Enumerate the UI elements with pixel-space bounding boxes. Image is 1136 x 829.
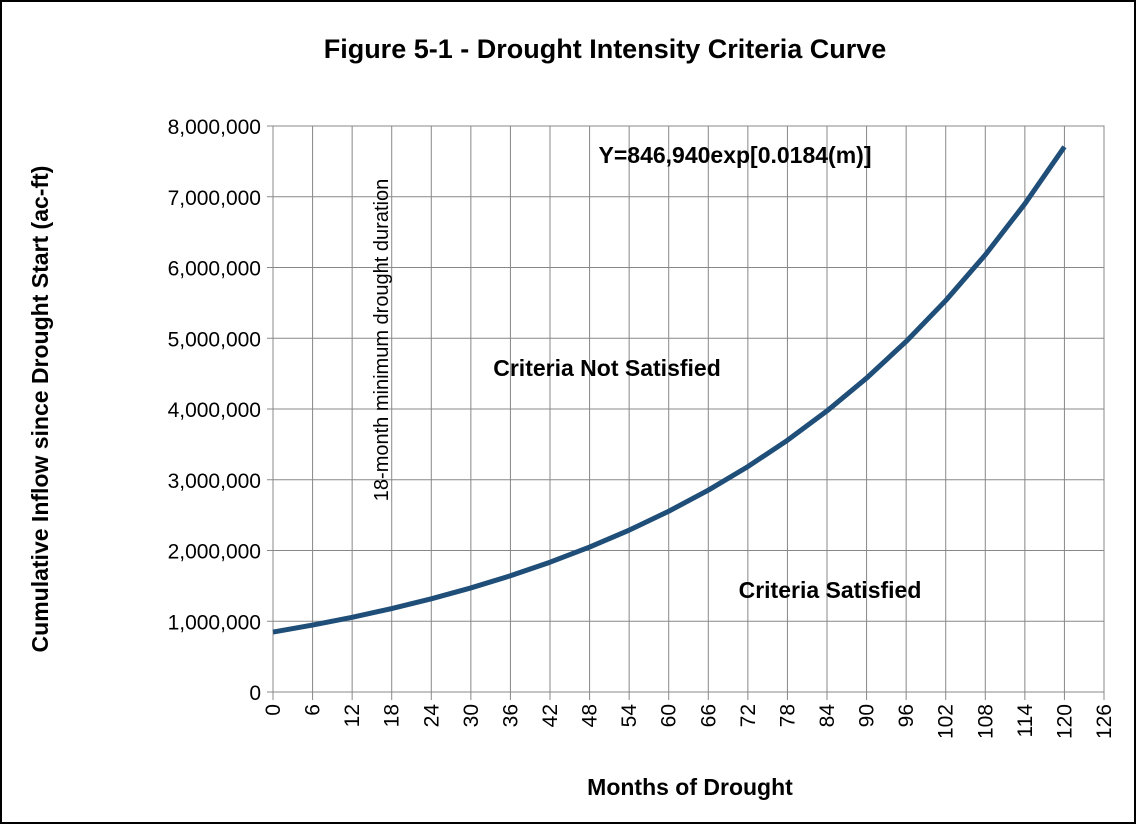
x-axis-label: Months of Drought xyxy=(587,774,793,800)
x-tick-label: 120 xyxy=(1053,704,1076,739)
x-tick-label: 102 xyxy=(935,704,958,739)
x-tick-label: 114 xyxy=(1014,704,1037,738)
y-tick-label: 0 xyxy=(249,682,261,705)
annotation: Criteria Not Satisfied xyxy=(493,355,721,381)
x-tick-label: 60 xyxy=(658,704,681,727)
y-tick-label: 4,000,000 xyxy=(168,399,261,422)
x-tick-label: 48 xyxy=(579,704,602,727)
x-tick-label: 96 xyxy=(895,704,918,727)
y-tick-label: 8,000,000 xyxy=(168,116,261,139)
x-tick-label: 42 xyxy=(539,704,562,727)
x-tick-label: 12 xyxy=(341,704,364,727)
x-tick-label: 54 xyxy=(618,704,641,728)
x-tick-label: 78 xyxy=(776,704,799,727)
line-series xyxy=(272,145,1067,635)
x-tick-label: 66 xyxy=(697,704,720,727)
x-tick-label: 36 xyxy=(499,704,522,727)
y-tick-label: 2,000,000 xyxy=(168,541,261,564)
x-tick-label: 108 xyxy=(974,704,997,739)
x-tick-label: 0 xyxy=(262,704,285,716)
x-tick-label: 6 xyxy=(302,704,325,716)
y-tick-label: 6,000,000 xyxy=(168,258,261,281)
x-tick-label: 90 xyxy=(856,704,879,727)
x-tick-label: 72 xyxy=(737,704,760,727)
chart-title: Figure 5-1 - Drought Intensity Criteria … xyxy=(324,34,887,64)
annotation: Y=846,940exp[0.0184(m)] xyxy=(599,142,872,168)
y-tick-label: 3,000,000 xyxy=(168,470,261,493)
x-tick-label: 30 xyxy=(460,704,483,727)
annotation: 18-month minimum drought duration xyxy=(371,179,393,501)
x-tick-label: 84 xyxy=(816,704,839,728)
annotation: Criteria Satisfied xyxy=(739,577,922,603)
x-tick-label: 18 xyxy=(381,704,404,727)
x-tick-label: 126 xyxy=(1093,704,1116,739)
y-tick-label: 7,000,000 xyxy=(168,187,261,210)
y-axis-label: Cumulative Inflow since Drought Start (a… xyxy=(27,166,53,653)
y-tick-label: 5,000,000 xyxy=(168,328,261,351)
x-tick-label: 24 xyxy=(420,704,443,728)
y-tick-label: 1,000,000 xyxy=(168,611,261,634)
